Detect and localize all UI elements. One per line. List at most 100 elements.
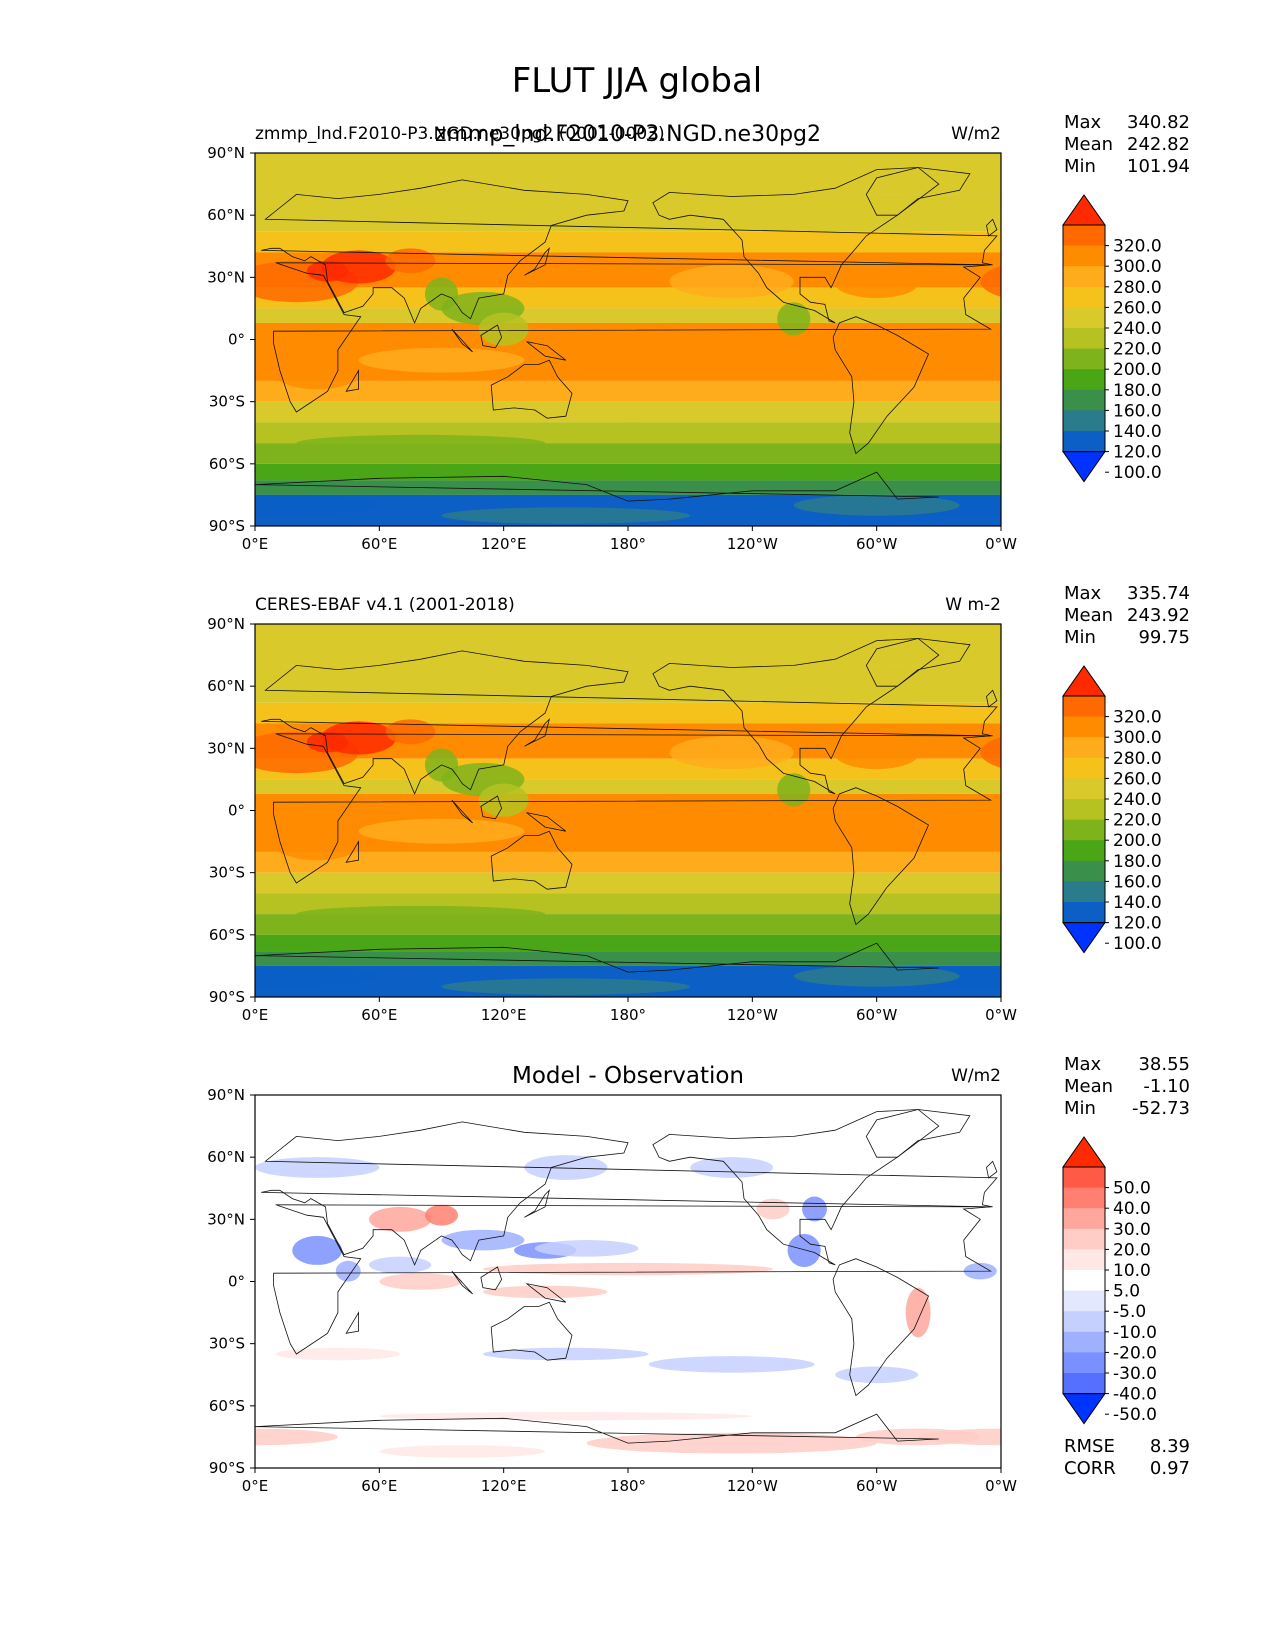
field-patch (787, 1233, 821, 1267)
colorbar-box (1063, 1208, 1105, 1230)
colorbar-label: 240.0 (1113, 319, 1162, 339)
x-tick-label: 120°W (727, 535, 778, 553)
colorbar-label: 20.0 (1113, 1240, 1151, 1260)
map-field (255, 153, 1001, 526)
colorbar-label: 100.0 (1113, 463, 1162, 483)
coastline (865, 167, 971, 216)
field-patch (669, 735, 794, 770)
stat-value: 335.74 (1127, 583, 1190, 604)
coastline (273, 1204, 993, 1355)
field-patch (296, 434, 546, 452)
stat-label: Mean (1064, 605, 1113, 626)
colorbar-label: 200.0 (1113, 831, 1162, 851)
y-tick-label: 30°N (207, 739, 245, 757)
extra-stat-label: CORR (1064, 1458, 1116, 1479)
y-tick-label: 0° (228, 802, 245, 820)
y-tick-label: 30°N (207, 1210, 245, 1228)
panel-units: W/m2 (951, 124, 1001, 144)
coastline (526, 812, 567, 832)
field-patch (379, 1445, 546, 1458)
field-patch (669, 264, 794, 299)
colorbar-box (1063, 737, 1105, 759)
y-tick-label: 0° (228, 1273, 245, 1291)
coastline (524, 717, 551, 747)
colorbar-label: 120.0 (1113, 914, 1162, 934)
field-patch (876, 814, 960, 848)
panel-left-title: zmmp_lnd.F2010-P3.NGD.ne30pg2 (0001-0002… (255, 124, 665, 144)
stat-value: 243.92 (1127, 605, 1190, 626)
y-tick-label: 0° (228, 331, 245, 349)
x-tick-label: 180° (610, 1006, 646, 1024)
field-patch (835, 1366, 919, 1384)
coastline (255, 1413, 939, 1468)
x-tick-label: 0°E (242, 1477, 269, 1495)
colorbar-label: 300.0 (1113, 257, 1162, 277)
field-patch (255, 1157, 380, 1178)
field-patch (379, 1412, 753, 1421)
coastline (273, 733, 993, 884)
field-patch (441, 507, 691, 524)
coastline (451, 799, 473, 824)
x-tick-label: 120°W (727, 1006, 778, 1024)
coastline (261, 650, 998, 795)
colorbar-box (1063, 881, 1105, 903)
colorbar-box (1063, 348, 1105, 370)
field-patch (802, 1196, 827, 1222)
field-patch (478, 312, 529, 346)
field-patch (905, 1287, 931, 1338)
y-tick-label: 30°S (209, 1335, 245, 1353)
colorbar-label: 100.0 (1113, 934, 1162, 954)
x-tick-label: 120°E (481, 1006, 527, 1024)
stat-label: Max (1064, 112, 1102, 133)
colorbar-label: -50.0 (1113, 1405, 1157, 1425)
x-tick-label: 60°E (361, 1006, 397, 1024)
field-patch (980, 737, 1001, 768)
coastline (480, 795, 503, 820)
coastline (524, 1188, 551, 1218)
colorbar-box (1063, 266, 1105, 288)
colorbar-box (1063, 799, 1105, 821)
field-patch (777, 773, 811, 807)
y-tick-label: 30°S (209, 393, 245, 411)
field-patch (306, 260, 349, 282)
field-band (255, 401, 1001, 423)
x-tick-label: 120°E (481, 1477, 527, 1495)
y-tick-label: 90°S (209, 1459, 245, 1477)
x-tick-label: 60°W (856, 535, 898, 553)
field-band (255, 951, 1001, 966)
field-band (255, 463, 1001, 481)
stat-label: Max (1064, 583, 1102, 604)
stat-value: 101.94 (1127, 156, 1190, 177)
x-tick-label: 60°W (856, 1006, 898, 1024)
colorbar-label: -30.0 (1113, 1364, 1157, 1384)
colorbar-extend-bottom (1062, 922, 1106, 954)
stat-label: Mean (1064, 1076, 1113, 1097)
colorbar-label: 320.0 (1113, 708, 1162, 728)
coastline (986, 689, 998, 708)
field-band (255, 1095, 1001, 1468)
colorbar-frame (1062, 695, 1106, 924)
map-field (255, 1095, 1001, 1468)
field-patch (385, 248, 436, 274)
coastlines (255, 1109, 998, 1468)
figure-title: FLUT JJA global (512, 61, 762, 101)
colorbar-label: 320.0 (1113, 237, 1162, 257)
field-band (255, 702, 1001, 724)
field-patch (265, 810, 369, 861)
extra-stat-value: 0.97 (1150, 1458, 1190, 1479)
y-tick-label: 90°S (209, 988, 245, 1006)
coastline (345, 840, 360, 863)
stat-value: -1.10 (1143, 1076, 1190, 1097)
coastline (652, 167, 940, 324)
stat-label: Max (1064, 1054, 1102, 1075)
y-tick-label: 90°S (209, 517, 245, 535)
colorbar-box (1063, 778, 1105, 800)
coastline (255, 942, 939, 997)
stat-value: 340.82 (1127, 112, 1190, 133)
colorbar-box (1063, 245, 1105, 267)
colorbar-label: 280.0 (1113, 278, 1162, 298)
x-tick-label: 0°W (985, 1477, 1017, 1495)
coastline (451, 328, 473, 353)
field-patch (335, 1260, 361, 1282)
colorbar-box (1063, 1167, 1105, 1189)
